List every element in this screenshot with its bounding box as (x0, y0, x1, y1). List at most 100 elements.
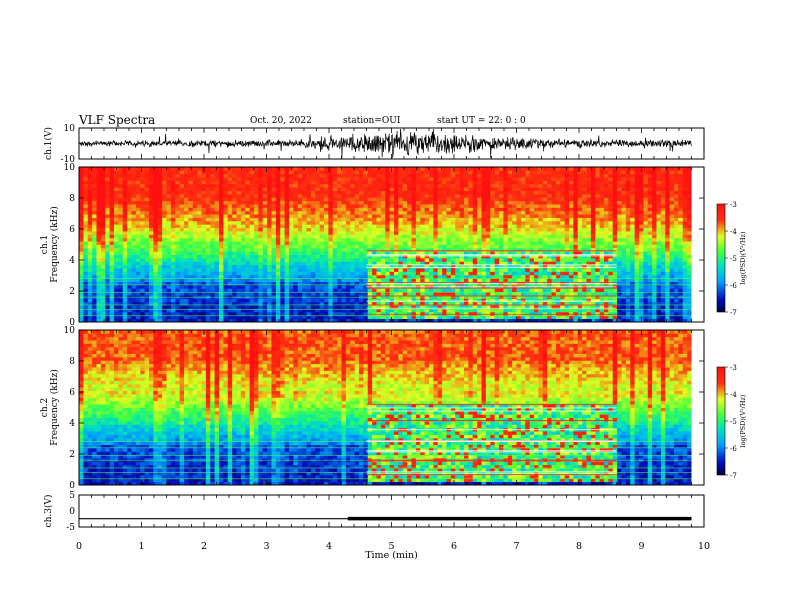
spectrogram-cell (227, 180, 233, 185)
spectrogram-cell (516, 173, 522, 178)
spectrogram-cell (258, 311, 264, 316)
spectrogram-cell (114, 237, 119, 242)
spectrogram-cell (188, 268, 194, 272)
spectrogram-cell (507, 247, 513, 252)
spectrogram-cell (192, 177, 198, 181)
spectrogram-cell (420, 207, 426, 212)
spectrogram-cell (249, 224, 255, 229)
spectrogram-cell (512, 180, 517, 185)
spectrogram-cell (450, 274, 456, 279)
spectrogram-cell (464, 183, 469, 188)
spectrogram-cell (188, 200, 194, 205)
spectrogram-cell (446, 271, 452, 276)
spectrogram-cell (258, 214, 264, 218)
spectrogram-cell (520, 311, 526, 316)
spectrogram-cell (297, 244, 303, 249)
spectrogram-cell (201, 214, 207, 218)
spectrogram-cell (249, 210, 255, 215)
spectrogram-cell (310, 193, 316, 198)
spectrogram-cell (494, 224, 500, 229)
spectrogram-cell (135, 254, 141, 259)
spectrogram-cell (297, 170, 303, 175)
spectrogram-cell (512, 278, 517, 282)
spectrogram-cell (302, 183, 307, 188)
spectrogram-cell (127, 224, 132, 229)
spectrogram-cell (324, 183, 329, 188)
spectrogram-cell (372, 237, 377, 242)
spectrogram-cell (87, 291, 93, 296)
spectrogram-cell (380, 274, 386, 279)
spectrogram-cell (162, 214, 167, 218)
spectrogram-cell (184, 254, 189, 259)
spectrogram-cell (359, 244, 364, 249)
spectrogram-cell (100, 305, 106, 309)
spectrogram-cell (140, 311, 146, 316)
spectrogram-cell (153, 217, 159, 222)
spectrogram-cell (407, 167, 412, 171)
spectrogram-cell (144, 311, 150, 316)
spectrogram-cell (214, 237, 220, 242)
spectrogram-cell (481, 305, 487, 309)
spectrogram-cell (490, 298, 496, 303)
spectrogram-cell (162, 204, 167, 208)
spectrogram-cell (376, 268, 382, 272)
spectrogram-cell (534, 183, 539, 188)
spectrogram-cell (236, 167, 242, 171)
spectrogram-cell (354, 281, 360, 286)
spectrogram-cell (542, 298, 548, 303)
spectrogram-cell (118, 210, 124, 215)
spectrogram-cell (485, 278, 491, 282)
spectrogram-cell (179, 278, 185, 282)
spectrogram-cell (411, 311, 417, 316)
spectrogram-cell (267, 301, 272, 306)
spectrogram-cell (302, 301, 307, 306)
spectrogram-cell (437, 227, 443, 232)
spectrogram-cell (245, 207, 251, 212)
spectrogram-cell (157, 234, 163, 239)
spectrogram-cell (131, 318, 137, 323)
spectrogram-cell (485, 268, 491, 272)
spectrogram-cell (481, 298, 487, 303)
spectrogram-cell (289, 227, 294, 232)
spectrogram-cell (363, 167, 369, 171)
spectrogram-cell (249, 190, 255, 195)
spectrogram-cell (372, 315, 377, 320)
spectrogram-cell (420, 254, 426, 259)
spectrogram-cell (337, 284, 342, 289)
spectrogram-cell (184, 311, 189, 316)
spectrogram-cell (184, 305, 189, 309)
spectrogram-cell (394, 204, 399, 208)
spectrogram-cell (398, 241, 404, 245)
spectrogram-cell (267, 207, 272, 212)
spectrogram-cell (468, 264, 474, 269)
spectrogram-cell (376, 234, 382, 239)
spectrogram-cell (341, 173, 347, 178)
spectrogram-cell (398, 237, 404, 242)
spectrogram-cell (398, 173, 404, 178)
spectrogram-cell (197, 210, 202, 215)
spectrogram-cell (87, 274, 93, 279)
spectrogram-cell (210, 308, 216, 313)
spectrogram-cell (105, 268, 111, 272)
spectrogram-cell (442, 311, 447, 316)
spectrogram-cell (459, 301, 465, 306)
spectrogram-cell (127, 227, 132, 232)
spectrogram-cell (293, 251, 299, 256)
spectrogram-cell (197, 183, 202, 188)
spectrogram-cell (319, 170, 325, 175)
spectrogram-cell (87, 173, 93, 178)
spectrogram-cell (477, 244, 482, 249)
spectrogram-cell (332, 254, 338, 259)
spectrogram-cell (319, 301, 325, 306)
spectrogram-cell (306, 241, 312, 245)
spectrogram-cell (494, 311, 500, 316)
spectrogram-cell (162, 234, 167, 239)
spectrogram-cell (538, 291, 544, 296)
spectrogram-cell (337, 234, 342, 239)
spectrogram-cell (477, 241, 482, 245)
spectrogram-cell (109, 210, 115, 215)
spectrogram-cell (122, 291, 128, 296)
spectrogram-cell (415, 268, 421, 272)
spectrogram-cell (302, 264, 307, 269)
spectrogram-cell (332, 261, 338, 266)
